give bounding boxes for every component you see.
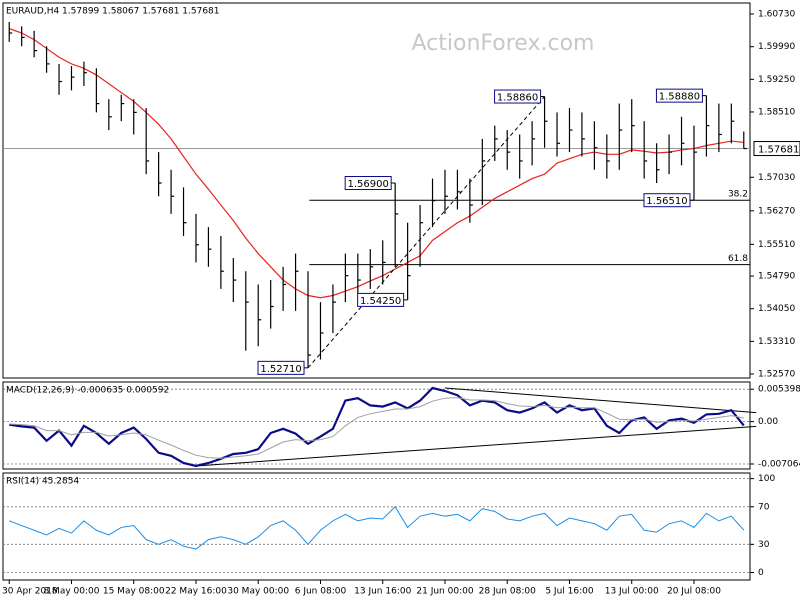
annotation-label: 1.56510 xyxy=(646,196,687,207)
watermark: ActionForex.com xyxy=(412,31,595,56)
series-line xyxy=(9,386,745,468)
panel-frame xyxy=(2,2,751,379)
annotation-label: 1.52710 xyxy=(260,364,301,375)
y-tick-label: 1.52570 xyxy=(758,370,795,380)
panel-frame xyxy=(2,381,751,470)
series-line xyxy=(9,28,744,299)
x-tick-label: 13 Jul 00:00 xyxy=(605,587,659,597)
panel-title: RSI(14) 45.2854 xyxy=(6,477,79,487)
series-line xyxy=(9,397,744,459)
x-tick-label: 13 Jun 16:00 xyxy=(354,587,411,597)
y-tick-label: -0.007064 xyxy=(758,459,800,469)
annotation-label: 1.58860 xyxy=(497,93,538,104)
level-label: 61.8 xyxy=(728,254,748,264)
x-tick-label: 8 May 00:00 xyxy=(43,587,99,597)
y-tick-label: 30 xyxy=(758,540,770,550)
x-tick-label: 30 Apr 2018 xyxy=(2,587,58,597)
x-tick-label: 21 Jun 00:00 xyxy=(416,587,473,597)
x-tick-label: 30 May 00:00 xyxy=(227,587,289,597)
last-price-tag xyxy=(753,141,800,157)
trend-line xyxy=(307,96,545,369)
panel-title: EURAUD,H4 1.57899 1.58067 1.57681 1.5768… xyxy=(6,7,220,17)
x-tick-label: 15 May 08:00 xyxy=(103,587,165,597)
trend-line xyxy=(444,387,757,414)
y-tick-label: 100 xyxy=(758,474,775,484)
last-price-label: 1.57681 xyxy=(758,145,799,156)
y-tick-label: 0 xyxy=(758,568,764,578)
y-tick-label: 1.59250 xyxy=(758,75,795,85)
y-tick-label: 1.60730 xyxy=(758,10,795,20)
y-tick-label: 70 xyxy=(758,502,770,512)
y-tick-label: 0.005398 xyxy=(758,385,800,395)
y-tick-label: 0.00 xyxy=(758,417,778,427)
y-tick-label: 1.56270 xyxy=(758,206,795,216)
y-tick-label: 1.59990 xyxy=(758,42,795,52)
y-tick-label: 1.58510 xyxy=(758,107,795,117)
panel-frame xyxy=(2,472,751,581)
x-tick-label: 5 Jul 16:00 xyxy=(545,587,594,597)
x-tick-label: 28 Jun 08:00 xyxy=(479,587,536,597)
y-tick-label: 1.55510 xyxy=(758,240,795,250)
y-tick-label: 1.54790 xyxy=(758,272,795,282)
annotation-label: 1.54250 xyxy=(360,296,401,307)
y-tick-label: 1.53310 xyxy=(758,337,795,347)
y-tick-label: 1.57030 xyxy=(758,173,795,183)
panel-title: MACD(12,26,9) -0.000635 0.000592 xyxy=(6,386,169,396)
annotation-label: 1.58880 xyxy=(659,92,700,103)
level-label: 38.2 xyxy=(728,190,748,200)
series-line xyxy=(9,505,745,550)
y-tick-label: 1.54050 xyxy=(758,304,795,314)
x-tick-label: 20 Jul 08:00 xyxy=(667,587,721,597)
trend-line xyxy=(195,425,757,467)
x-tick-label: 22 May 16:00 xyxy=(165,587,227,597)
x-tick-label: 6 Jun 08:00 xyxy=(295,587,347,597)
annotation-label: 1.56900 xyxy=(347,179,388,190)
